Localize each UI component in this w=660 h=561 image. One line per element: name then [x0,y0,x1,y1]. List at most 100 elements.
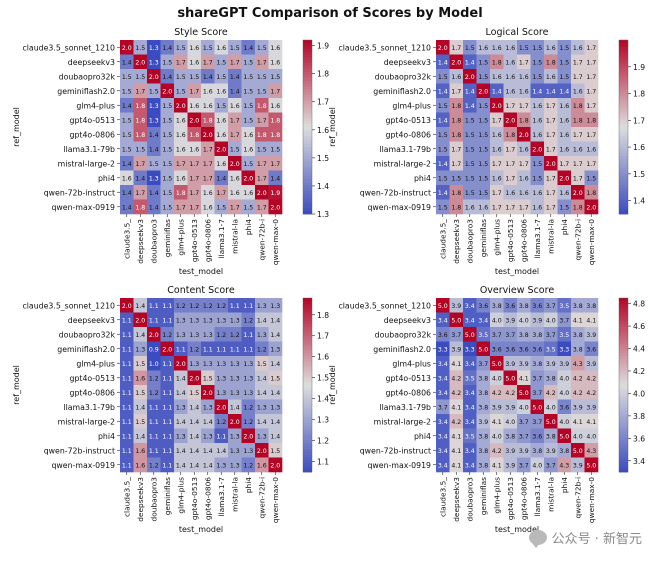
heatmap-cell [133,443,148,458]
heatmap-cell [557,185,572,200]
heatmap-cell [174,185,188,200]
heatmap-cell [133,112,148,128]
heatmap-cell [214,98,229,113]
cell-value-label: 4.1 [451,404,461,411]
heatmap-cell [530,83,545,99]
colorbar-tick-label: 1.4 [317,182,329,191]
cell-value-label: 1.7 [135,190,145,197]
heatmap-cell [201,356,215,371]
colorbar-segment [303,428,312,432]
cell-value-label: 3.7 [492,332,502,339]
y-tick-label: qwen-72b-instruct [44,446,115,455]
heatmap-cell [476,443,491,458]
cell-value-label: 2.0 [122,303,132,310]
y-tick-label: llama3.1-79b [63,145,115,154]
cell-value-label: 1.4 [257,390,267,397]
cell-value-label: 1.1 [149,404,159,411]
heatmap-cell [476,69,491,84]
heatmap-cell [557,414,572,429]
x-tick-label: qwen-72b-i [573,477,582,518]
heatmap-cell [463,341,477,357]
cell-value-label: 1.1 [122,448,132,455]
heatmap-cell [147,98,161,113]
colorbar-segment [619,353,628,357]
cell-value-label: 1.7 [189,175,199,182]
cell-value-label: 1.6 [203,88,213,95]
cell-value-label: 3.9 [519,448,529,455]
colorbar-segment [619,428,628,432]
cell-value-label: 1.4 [230,404,240,411]
heatmap-cell [530,54,545,70]
y-tick-label: phi4 [98,432,115,441]
cell-value-label: 1.6 [270,59,280,66]
heatmap-cell [571,414,585,429]
heatmap-cell [476,170,491,186]
cell-value-label: 4.1 [586,317,596,324]
cell-value-label: 1.5 [519,45,529,52]
colorbar-segment [619,173,628,177]
heatmap-cell [268,457,283,473]
heatmap-cell [241,170,256,186]
cell-value-label: 1.8 [189,132,199,139]
heatmap-cell [584,457,599,473]
heatmap-cell [214,69,229,84]
cell-value-label: 1.7 [189,204,199,211]
heatmap-cell [147,414,161,429]
cell-value-label: 2.0 [203,390,213,397]
heatmap-cell [544,156,558,171]
cell-value-label: 1.6 [122,175,132,182]
heatmap-cell [174,428,188,444]
colorbar-segment [619,347,628,351]
y-tick-label: gpt4o-0806 [386,130,432,139]
cell-value-label: 1.6 [546,45,556,52]
heatmap-cell [503,312,518,328]
heatmap-cell [503,185,518,200]
y-tick-label: doubaopro32k [59,330,116,339]
cell-value-label: 3.9 [519,361,529,368]
heatmap-cell [517,83,531,99]
colorbar-tick-label: 1.6 [317,126,329,135]
heatmap-cell [571,428,585,444]
heatmap-cell [201,341,215,357]
cell-value-label: 3.7 [546,303,556,310]
colorbar-segment [619,332,628,337]
colorbar-segment [303,60,312,64]
heatmap-cell [187,312,202,328]
heatmap-cell [503,98,518,113]
cell-value-label: 1.5 [559,204,569,211]
heatmap-cell [463,69,477,84]
heatmap-cell [214,370,229,386]
heatmap-cell [201,385,215,400]
heatmap-cell [571,327,585,342]
cell-value-label: 2.0 [162,346,172,353]
heatmap-cell [201,40,215,55]
cell-value-label: 1.6 [492,146,502,153]
cell-value-label: 1.7 [505,175,515,182]
colorbar-segment [619,303,628,308]
cell-value-label: 1.5 [257,74,267,81]
heatmap-cell [228,428,242,444]
cell-value-label: 1.7 [492,161,502,168]
heatmap-cell [147,399,161,415]
heatmap-cell [214,341,229,357]
colorbar-segment [303,425,312,429]
colorbar-segment [303,153,312,157]
heatmap-cell [174,98,188,113]
colorbar-frame [618,297,629,473]
cell-value-label: 3.8 [478,390,488,397]
colorbar-segment [619,170,628,174]
heatmap-cell [241,385,256,400]
cell-value-label: 1.8 [135,117,145,124]
x-tick-label: glm4-plus [492,219,501,256]
colorbar-segment [619,211,628,215]
colorbar-segment [303,74,312,79]
heatmap-cell [530,457,545,473]
cell-value-label: 1.3 [243,375,253,382]
heatmap-cell [160,156,175,171]
cell-value-label: 1.3 [216,361,226,368]
heatmap-cell [268,40,283,55]
cell-value-label: 1.7 [573,74,583,81]
heatmap-cell [571,141,585,157]
colorbar-segment [619,324,628,328]
